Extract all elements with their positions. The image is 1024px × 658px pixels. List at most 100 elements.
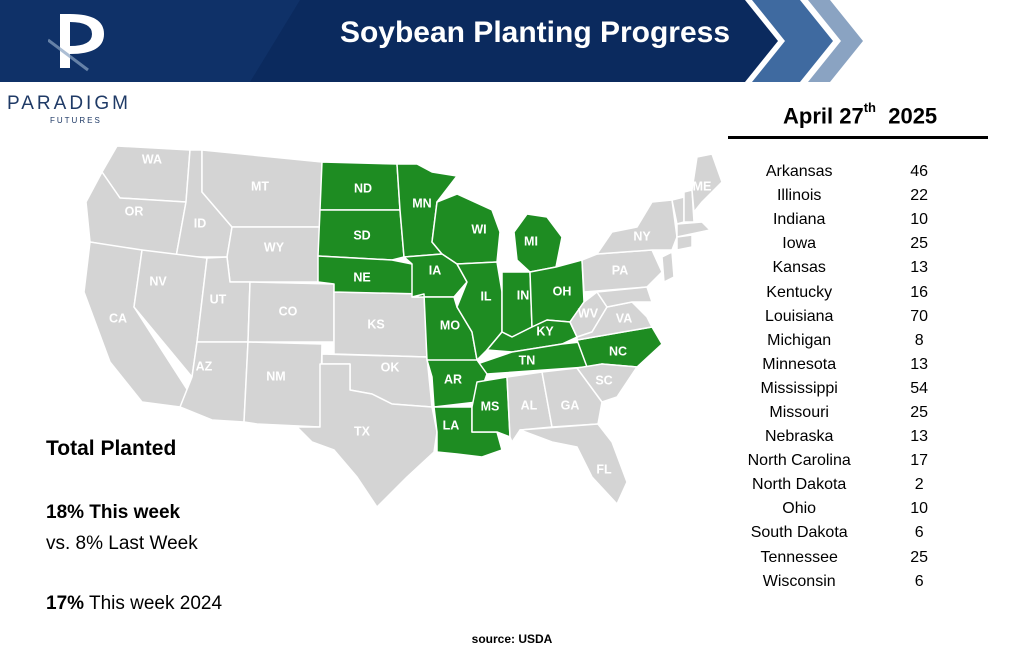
state-name: Illinois	[776, 187, 822, 205]
label-wy: WY	[264, 240, 285, 254]
state-mi	[513, 213, 563, 273]
state-name: Tennessee	[760, 548, 838, 566]
this-week-label: This week	[84, 502, 181, 523]
table-row: Ohio 10	[735, 497, 975, 521]
state-value: 17	[910, 452, 929, 470]
state-md	[596, 286, 653, 308]
label-al: AL	[521, 398, 538, 412]
table-row: Louisiana 70	[735, 305, 975, 329]
label-ar: AR	[444, 372, 462, 386]
state-nm	[243, 341, 323, 428]
state-value: 10	[910, 500, 929, 518]
date-month: April 27	[783, 103, 864, 129]
date-year: 2025	[888, 103, 938, 129]
label-va: VA	[616, 311, 632, 325]
state-name: Kentucky	[766, 283, 833, 301]
state-name: Iowa	[782, 235, 817, 253]
state-name: Wisconsin	[762, 572, 836, 590]
table-row: Tennessee 25	[735, 546, 975, 570]
label-nv: NV	[149, 274, 167, 288]
state-ny	[596, 199, 678, 255]
prior-year-line: 17% This week 2024	[46, 593, 222, 615]
state-value: 13	[910, 259, 929, 277]
label-ks: KS	[367, 317, 384, 331]
label-il: IL	[480, 289, 491, 303]
label-ut: UT	[210, 292, 227, 306]
label-tn: TN	[519, 353, 536, 367]
paradigm-logo-icon	[48, 14, 104, 72]
table-row: Kentucky 16	[735, 280, 975, 304]
state-value: 46	[910, 163, 929, 181]
table-row: Michigan 8	[735, 329, 975, 353]
state-name: Ohio	[782, 500, 817, 518]
state-value: 6	[914, 572, 924, 590]
state-ia	[403, 253, 468, 298]
label-ky: KY	[536, 324, 554, 338]
state-value: 2	[914, 476, 924, 494]
state-value: 22	[910, 187, 929, 205]
label-ia: IA	[429, 263, 442, 277]
state-value: 25	[910, 235, 929, 253]
label-nc: NC	[609, 344, 627, 358]
date-suffix: th	[863, 100, 876, 115]
this-week-line: 18% This week	[46, 502, 180, 524]
label-ga: GA	[561, 398, 580, 412]
label-sc: SC	[595, 373, 612, 387]
label-ny: NY	[633, 229, 651, 243]
table-date-header: April 27th 2025	[783, 100, 938, 129]
table-row: Mississippi 54	[735, 377, 975, 401]
brand-name: PARADIGM	[7, 93, 131, 114]
state-me	[691, 153, 722, 213]
label-ca: CA	[109, 311, 127, 325]
table-row: North Dakota 2	[735, 473, 975, 497]
state-name: Mississippi	[760, 379, 838, 397]
progress-table: Arkansas 46 Illinois 22 Indiana 10 Iowa 25 K…	[735, 160, 975, 594]
state-value: 13	[910, 355, 929, 373]
state-value: 8	[914, 331, 924, 349]
state-tx	[296, 363, 438, 508]
table-row: North Carolina 17	[735, 449, 975, 473]
state-name: Kansas	[772, 259, 826, 277]
state-name: Nebraska	[764, 428, 834, 446]
state-ct	[676, 234, 693, 251]
state-va	[576, 301, 653, 341]
label-mi: MI	[524, 234, 538, 248]
label-mo: MO	[440, 318, 460, 332]
state-sd	[317, 209, 405, 261]
label-co: CO	[279, 304, 298, 318]
state-sc	[576, 363, 638, 403]
state-name: Indiana	[772, 211, 826, 229]
state-name: Minnesota	[762, 355, 837, 373]
table-row: South Dakota 6	[735, 521, 975, 545]
source-note: source: USDA	[471, 632, 553, 646]
state-value: 25	[910, 548, 929, 566]
this-week-pct: 18%	[46, 502, 85, 523]
label-wv: WV	[578, 306, 599, 320]
state-value: 25	[910, 403, 929, 421]
label-in: IN	[517, 288, 530, 302]
state-value: 10	[910, 211, 929, 229]
last-week-line: vs. 8% Last Week	[46, 533, 198, 554]
table-row: Wisconsin 6	[735, 570, 975, 594]
state-value: 16	[910, 283, 929, 301]
state-name: Arkansas	[765, 163, 833, 181]
state-nj	[661, 251, 675, 283]
state-name: North Carolina	[747, 452, 851, 470]
label-fl: FL	[596, 462, 612, 476]
state-name: Missouri	[769, 403, 829, 421]
label-wa: WA	[142, 152, 162, 166]
prior-year-label: This week 2024	[84, 593, 223, 614]
header-rule	[728, 136, 988, 139]
label-nm: NM	[266, 369, 285, 383]
state-value: 6	[914, 524, 924, 542]
state-value: 70	[910, 307, 929, 325]
prior-year-pct: 17%	[46, 593, 85, 614]
state-fl	[519, 423, 628, 505]
label-ms: MS	[481, 399, 500, 413]
table-row: Illinois 22	[735, 184, 975, 208]
state-name: North Dakota	[752, 476, 847, 494]
label-wi: WI	[471, 222, 486, 236]
label-me: ME	[693, 179, 712, 193]
label-mt: MT	[251, 179, 269, 193]
brand-subtitle: FUTURES	[50, 116, 102, 125]
